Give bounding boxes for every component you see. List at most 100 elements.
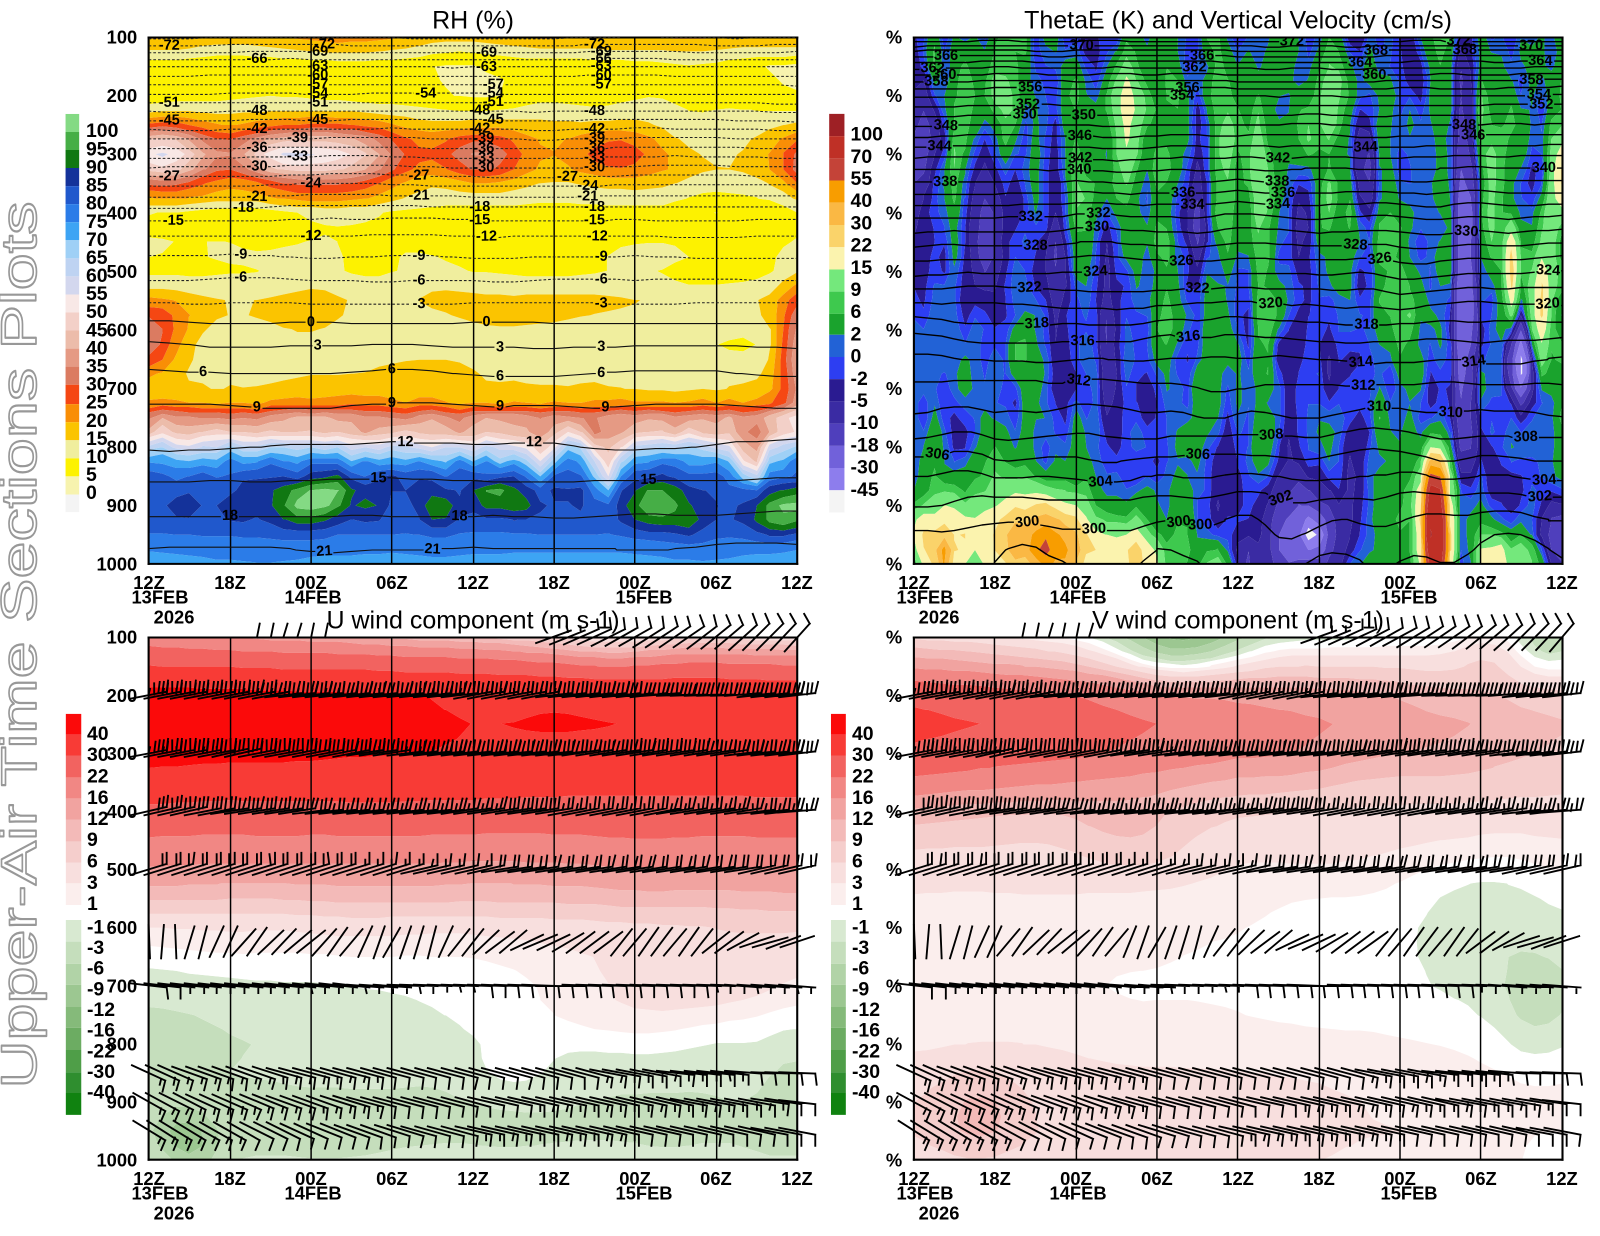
svg-text:00Z: 00Z: [1060, 572, 1092, 593]
svg-text:-54: -54: [415, 85, 437, 101]
svg-text:2: 2: [851, 323, 862, 345]
svg-text:800: 800: [107, 1033, 138, 1054]
svg-text:%: %: [886, 319, 902, 340]
svg-text:-48: -48: [246, 103, 267, 119]
svg-text:%: %: [886, 378, 902, 399]
svg-text:1000: 1000: [96, 1150, 137, 1171]
svg-text:18Z: 18Z: [214, 1168, 246, 1189]
svg-text:%: %: [886, 1091, 902, 1112]
svg-text:-12: -12: [300, 228, 321, 244]
svg-text:400: 400: [107, 202, 138, 223]
svg-text:06Z: 06Z: [1141, 572, 1173, 593]
svg-text:-72: -72: [159, 38, 180, 54]
svg-text:-60: -60: [307, 67, 328, 83]
svg-text:330: 330: [1085, 219, 1110, 235]
svg-text:368: 368: [1453, 42, 1477, 58]
svg-text:366: 366: [1190, 48, 1214, 64]
svg-text:-22: -22: [852, 1040, 880, 1062]
svg-text:300: 300: [1188, 517, 1213, 534]
svg-text:-6: -6: [852, 958, 869, 980]
svg-text:18: 18: [451, 508, 468, 524]
svg-text:-9: -9: [87, 978, 104, 1000]
svg-text:328: 328: [1023, 238, 1047, 254]
svg-text:-9: -9: [595, 248, 608, 264]
svg-text:06Z: 06Z: [1465, 1168, 1497, 1189]
svg-text:06Z: 06Z: [1141, 1168, 1173, 1189]
svg-text:-48: -48: [584, 103, 605, 119]
svg-text:-40: -40: [852, 1082, 880, 1104]
svg-text:12: 12: [87, 808, 109, 830]
svg-text:%: %: [886, 685, 902, 706]
svg-text:06Z: 06Z: [700, 1168, 732, 1189]
svg-text:30: 30: [86, 374, 108, 396]
svg-text:-40: -40: [87, 1082, 115, 1104]
svg-text:100: 100: [107, 627, 138, 648]
svg-text:370: 370: [1069, 37, 1094, 54]
svg-text:6: 6: [597, 365, 606, 382]
svg-text:18Z: 18Z: [214, 572, 246, 593]
svg-text:324: 324: [1535, 262, 1561, 280]
svg-text:324: 324: [1083, 263, 1109, 280]
svg-text:10: 10: [86, 446, 108, 468]
svg-text:338: 338: [933, 174, 958, 190]
svg-text:40: 40: [852, 723, 874, 745]
svg-text:354: 354: [1170, 88, 1195, 104]
svg-text:314: 314: [1348, 353, 1374, 371]
svg-text:200: 200: [107, 685, 138, 706]
svg-text:-36: -36: [246, 140, 267, 156]
svg-text:-66: -66: [591, 51, 612, 67]
svg-text:600: 600: [107, 917, 138, 938]
svg-text:300: 300: [107, 144, 138, 165]
svg-text:-16: -16: [852, 1020, 880, 1042]
svg-text:3: 3: [314, 337, 322, 353]
svg-text:15: 15: [86, 428, 108, 450]
svg-text:312: 312: [1066, 371, 1092, 390]
svg-text:-6: -6: [234, 269, 247, 285]
svg-text:-30: -30: [246, 158, 267, 174]
svg-text:-9: -9: [852, 978, 869, 1000]
svg-text:-48: -48: [469, 102, 490, 118]
svg-text:-18: -18: [851, 434, 879, 456]
svg-text:300: 300: [107, 743, 138, 764]
svg-text:326: 326: [1367, 250, 1393, 269]
svg-text:V wind component (m s-1): V wind component (m s-1): [1092, 607, 1384, 635]
svg-text:15FEB: 15FEB: [616, 1182, 673, 1203]
svg-text:356: 356: [1018, 79, 1042, 95]
svg-text:-51: -51: [483, 94, 504, 110]
svg-text:1: 1: [87, 893, 98, 915]
svg-text:-27: -27: [557, 169, 578, 185]
svg-text:12Z: 12Z: [898, 1168, 930, 1189]
svg-text:65: 65: [86, 247, 108, 269]
svg-text:336: 336: [1171, 185, 1196, 201]
svg-text:-21: -21: [408, 187, 429, 203]
svg-text:18Z: 18Z: [1303, 1168, 1335, 1189]
svg-text:-12: -12: [852, 999, 880, 1021]
svg-text:-42: -42: [246, 121, 267, 137]
svg-text:342: 342: [1068, 150, 1093, 167]
svg-text:00Z: 00Z: [1060, 1168, 1092, 1189]
svg-text:-5: -5: [851, 390, 868, 412]
svg-text:15: 15: [640, 472, 656, 488]
svg-text:-54: -54: [483, 85, 505, 101]
svg-text:ThetaE (K) and Vertical Veloci: ThetaE (K) and Vertical Velocity (cm/s): [1024, 7, 1452, 35]
svg-text:-57: -57: [591, 76, 612, 92]
svg-text:70: 70: [86, 229, 108, 251]
svg-text:-69: -69: [591, 43, 612, 59]
svg-text:6: 6: [496, 368, 504, 384]
svg-text:-39: -39: [584, 130, 606, 147]
svg-text:20: 20: [86, 410, 108, 432]
svg-text:352: 352: [1529, 96, 1554, 112]
svg-text:348: 348: [1452, 117, 1477, 134]
svg-text:-69: -69: [307, 44, 328, 60]
svg-text:304: 304: [1088, 473, 1114, 491]
svg-text:340: 340: [1532, 160, 1556, 176]
svg-text:-54: -54: [307, 86, 329, 102]
svg-text:100: 100: [107, 27, 138, 48]
svg-text:352: 352: [1016, 96, 1040, 112]
svg-text:328: 328: [1343, 236, 1368, 253]
svg-text:362: 362: [1182, 59, 1206, 75]
svg-text:45: 45: [86, 319, 108, 341]
svg-text:-6: -6: [412, 272, 425, 288]
svg-text:55: 55: [851, 168, 873, 190]
svg-text:-27: -27: [159, 168, 180, 184]
